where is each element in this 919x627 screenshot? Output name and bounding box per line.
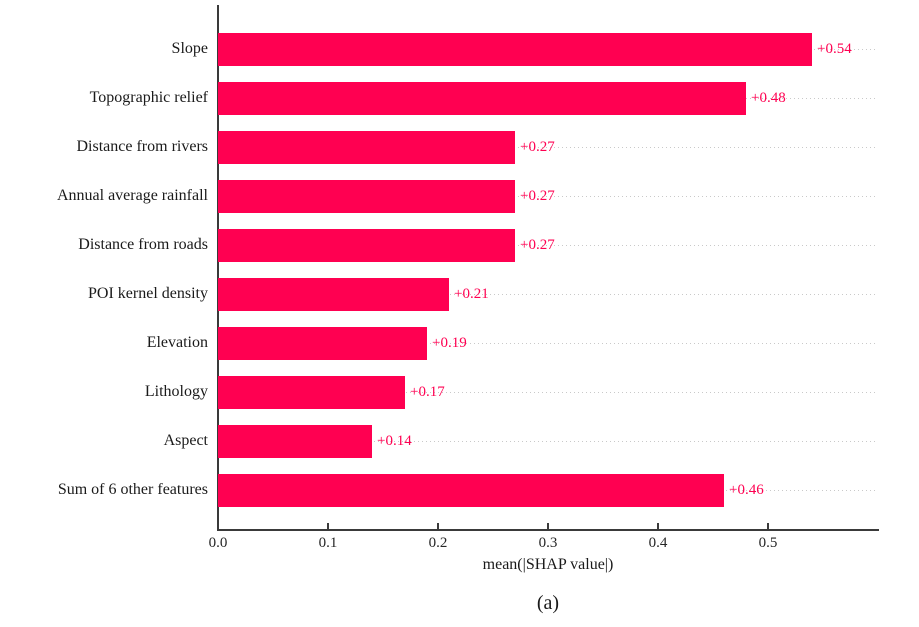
value-label: +0.48 [751,90,786,106]
x-tick-mark [327,523,329,529]
value-label: +0.21 [454,286,489,302]
value-label: +0.27 [520,188,555,204]
bar-distance-from-rivers [218,130,515,164]
bar-topographic-relief [218,81,746,115]
category-label: POI kernel density [88,285,208,302]
x-tick-label: 0.3 [538,535,558,551]
bar-elevation [218,326,427,360]
value-label: +0.27 [520,139,555,155]
grid-dotted-line [218,342,878,344]
grid-dotted-line [218,440,878,442]
x-tick-mark [547,523,549,529]
category-label: Aspect [163,432,208,449]
x-axis-title: mean(|SHAP value|) [482,556,614,573]
x-tick-label: 0.0 [208,535,228,551]
category-label: Distance from rivers [76,138,208,155]
x-tick-label: 0.1 [318,535,338,551]
bar-poi-kernel-density [218,277,449,311]
value-label: +0.46 [729,482,764,498]
grid-dotted-line [218,391,878,393]
grid-dotted-line [218,146,878,148]
bar-lithology [218,375,405,409]
x-tick-mark [217,523,219,529]
grid-dotted-line [218,244,878,246]
x-tick-label: 0.2 [428,535,448,551]
x-tick-label: 0.4 [648,535,668,551]
x-tick-label: 0.5 [758,535,778,551]
value-label: +0.19 [432,335,467,351]
value-label: +0.27 [520,237,555,253]
x-tick-mark [657,523,659,529]
figure-caption: (a) [536,592,560,614]
x-axis-line [217,529,879,531]
category-label: Elevation [146,334,208,351]
bar-slope [218,32,812,66]
x-tick-mark [767,523,769,529]
category-label: Topographic relief [89,89,208,106]
category-label: Slope [171,40,208,57]
bar-distance-from-roads [218,228,515,262]
category-label: Sum of 6 other features [57,481,208,498]
x-tick-mark [437,523,439,529]
bar-sum-of-6-other-features [218,473,724,507]
category-label: Annual average rainfall [56,187,208,204]
bar-annual-average-rainfall [218,179,515,213]
bar-aspect [218,424,372,458]
category-label: Distance from roads [78,236,208,253]
value-label: +0.14 [377,433,412,449]
grid-dotted-line [218,293,878,295]
y-axis-line [217,5,219,530]
category-label: Lithology [144,383,208,400]
value-label: +0.17 [410,384,445,400]
value-label: +0.54 [817,41,852,57]
grid-dotted-line [218,195,878,197]
plot-area: Slope +0.54 Topographic relief +0.48 Distanc… [57,5,879,551]
